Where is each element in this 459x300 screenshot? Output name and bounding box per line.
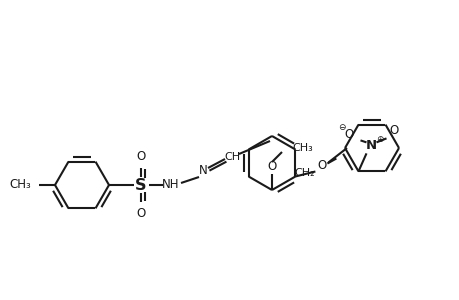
Text: O: O — [389, 124, 398, 137]
Text: O: O — [267, 160, 276, 172]
Text: ⊖: ⊖ — [337, 123, 345, 132]
Text: O: O — [317, 159, 326, 172]
Text: O: O — [136, 208, 146, 220]
Text: CH₃: CH₃ — [291, 143, 312, 153]
Text: CH: CH — [224, 152, 240, 162]
Text: O: O — [136, 149, 146, 163]
Text: ⊕: ⊕ — [375, 135, 382, 144]
Text: N: N — [198, 164, 207, 178]
Text: N: N — [365, 139, 376, 152]
Text: CH₃: CH₃ — [9, 178, 31, 191]
Text: O: O — [344, 128, 353, 141]
Text: NH: NH — [162, 178, 179, 191]
Text: S: S — [135, 178, 146, 193]
Text: CH₂: CH₂ — [293, 169, 314, 178]
